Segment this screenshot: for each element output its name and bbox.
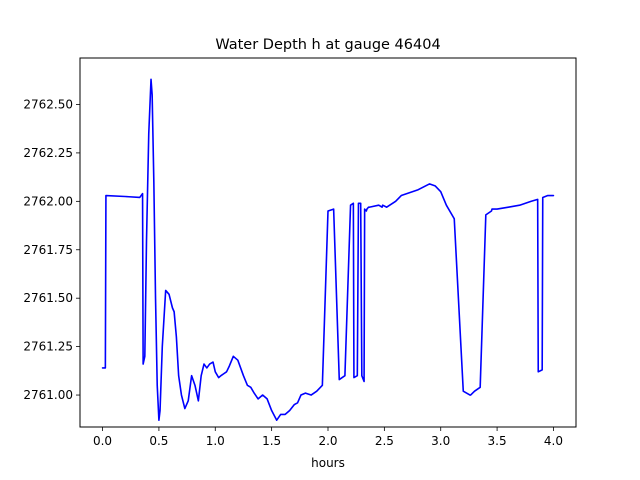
y-tick-label: 2761.25: [23, 340, 73, 354]
x-tick-label: 3.5: [488, 434, 507, 448]
x-tick-label: 2.0: [318, 434, 337, 448]
x-tick-label: 2.5: [375, 434, 394, 448]
chart-title: Water Depth h at gauge 46404: [215, 37, 440, 53]
x-axis-ticks: 0.0 0.5 1.0 1.5 2.0 2.5 3.0 3.5 4.0: [93, 427, 563, 448]
x-tick-label: 3.0: [431, 434, 450, 448]
x-tick-label: 0.0: [93, 434, 112, 448]
x-axis-label: hours: [311, 456, 345, 470]
plot-area: [101, 78, 555, 422]
x-tick-label: 0.5: [149, 434, 168, 448]
y-tick-label: 2761.00: [23, 388, 73, 402]
y-axis-ticks: 2761.00 2761.25 2761.50 2761.75 2762.00 2762.…: [23, 97, 80, 402]
series-line-water-depth: [101, 78, 555, 422]
y-tick-label: 2762.25: [23, 146, 73, 160]
y-tick-label: 2761.50: [23, 291, 73, 305]
y-tick-label: 2761.75: [23, 243, 73, 257]
y-tick-label: 2762.50: [23, 97, 73, 111]
x-tick-label: 1.0: [206, 434, 225, 448]
y-tick-label: 2762.00: [23, 194, 73, 208]
x-tick-label: 1.5: [262, 434, 281, 448]
x-tick-label: 4.0: [544, 434, 563, 448]
